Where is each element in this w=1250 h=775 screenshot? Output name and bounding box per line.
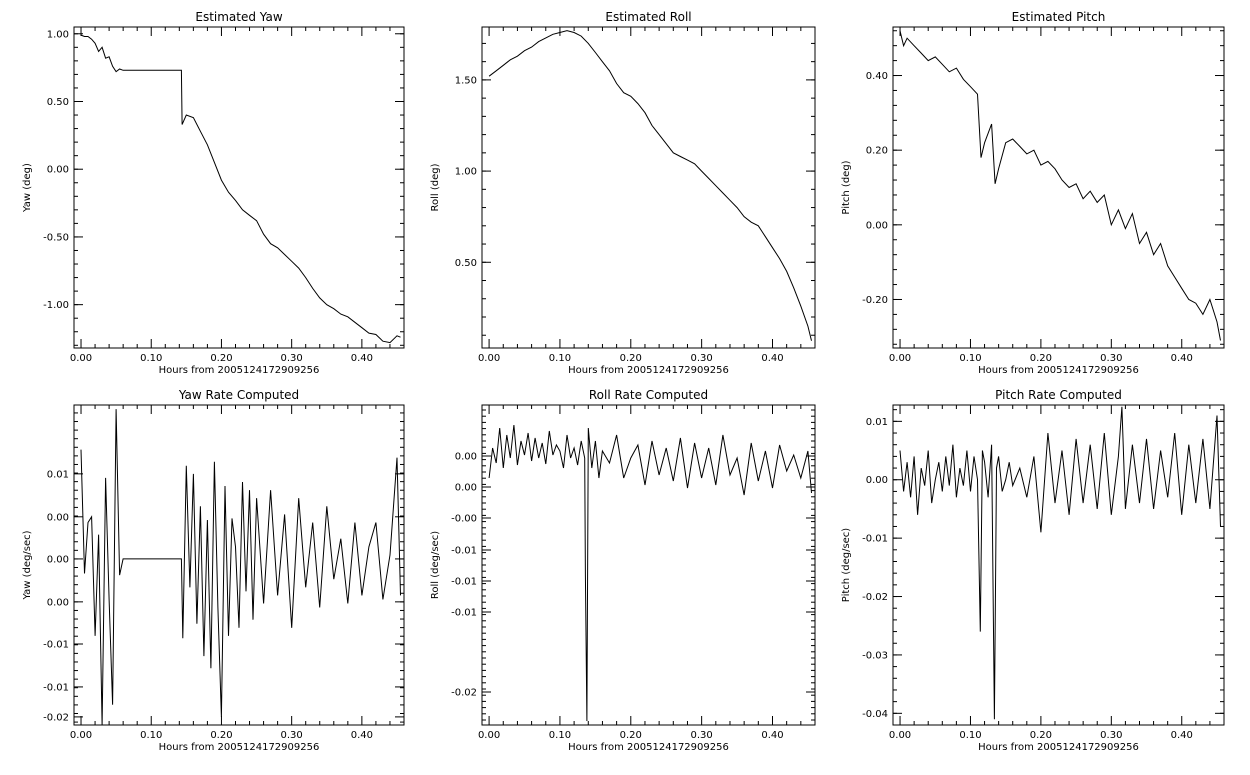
x-tick-label: 0.00 [478, 730, 500, 741]
y-axis-label: Pitch (deg/sec) [841, 528, 852, 603]
x-tick-label: 0.20 [620, 353, 642, 364]
x-tick-label: 0.30 [691, 730, 713, 741]
x-tick-label: 0.10 [549, 353, 571, 364]
y-tick-label: 0.00 [866, 475, 888, 486]
x-tick-label: 0.20 [620, 730, 642, 741]
x-axis-label: Hours from 2005124172909256 [159, 742, 320, 753]
chart-panel: Estimated Yaw 0.00 0.10 0.20 0.30 0.40 1.00 0.5… [22, 10, 405, 376]
series-line [80, 34, 401, 344]
y-tick-label: 0.01 [866, 417, 888, 428]
x-tick-label: 0.40 [351, 353, 373, 364]
y-tick-label: 1.00 [47, 29, 69, 40]
y-tick-label: 0.00 [455, 483, 477, 494]
series-line [488, 30, 812, 341]
plot-frame [481, 26, 816, 349]
y-tick-label: -0.50 [43, 232, 69, 243]
x-axis-label: Hours from 2005124172909256 [568, 365, 729, 376]
chart-title: Estimated Yaw [195, 10, 282, 24]
chart-panel: Yaw Rate Computed 0.00 0.10 0.20 0.30 0.40 0.0… [22, 388, 405, 753]
x-tick-label: 0.20 [1030, 353, 1052, 364]
x-axis-label: Hours from 2005124172909256 [159, 365, 320, 376]
y-tick-label: 1.00 [455, 167, 477, 178]
x-tick-label: 0.10 [549, 730, 571, 741]
y-axis-label: Roll (deg) [430, 163, 441, 211]
x-tick-label: 0.10 [959, 353, 981, 364]
y-tick-label: -0.20 [862, 295, 888, 306]
x-tick-label: 0.20 [210, 730, 232, 741]
y-tick-label: 0.00 [866, 220, 888, 231]
y-axis-label: Roll (deg/sec) [430, 531, 441, 599]
y-tick-label: -0.04 [862, 709, 888, 720]
x-tick-label: 0.10 [140, 730, 162, 741]
x-tick-label: 0.40 [761, 353, 783, 364]
y-tick-label: 0.00 [47, 597, 69, 608]
x-tick-label: 0.10 [140, 353, 162, 364]
x-axis-label: Hours from 2005124172909256 [568, 742, 729, 753]
x-tick-label: 0.00 [889, 730, 911, 741]
x-tick-label: 0.10 [959, 730, 981, 741]
y-tick-label: -1.00 [43, 300, 69, 311]
series-line [80, 409, 401, 726]
y-tick-label: -0.01 [43, 682, 69, 693]
plot-frame [892, 26, 1225, 349]
y-axis-label: Yaw (deg) [22, 163, 33, 213]
series-line [899, 30, 1221, 341]
chart-title: Pitch Rate Computed [995, 388, 1122, 402]
chart-title: Estimated Pitch [1012, 10, 1106, 24]
x-tick-label: 0.00 [70, 353, 92, 364]
series-line [899, 406, 1221, 720]
x-tick-label: 0.40 [1171, 730, 1193, 741]
y-axis-label: Pitch (deg) [841, 160, 852, 214]
x-tick-label: 0.40 [1171, 353, 1193, 364]
x-tick-label: 0.30 [281, 730, 303, 741]
plot-frame [73, 404, 405, 726]
x-tick-label: 0.40 [351, 730, 373, 741]
y-tick-label: 0.00 [455, 452, 477, 463]
x-tick-label: 0.40 [761, 730, 783, 741]
x-tick-label: 0.00 [889, 353, 911, 364]
plot-frame [73, 26, 405, 349]
y-axis-label: Yaw (deg/sec) [22, 530, 33, 600]
y-tick-label: 0.50 [455, 258, 477, 269]
x-tick-label: 0.30 [1100, 353, 1122, 364]
y-tick-label: -0.01 [451, 577, 477, 588]
chart-title: Estimated Roll [605, 10, 691, 24]
x-tick-label: 0.20 [210, 353, 232, 364]
y-tick-label: -0.01 [862, 534, 888, 545]
y-tick-label: -0.01 [451, 608, 477, 619]
y-tick-label: -0.00 [451, 514, 477, 525]
x-tick-label: 0.00 [478, 353, 500, 364]
x-tick-label: 0.30 [1100, 730, 1122, 741]
y-tick-label: -0.02 [451, 688, 477, 699]
y-tick-label: -0.02 [862, 592, 888, 603]
y-tick-label: 1.50 [455, 75, 477, 86]
x-tick-label: 0.00 [70, 730, 92, 741]
y-tick-label: -0.02 [43, 712, 69, 723]
chart-panel: Estimated Roll 0.00 0.10 0.20 0.30 0.40 1.50 1.… [430, 10, 816, 376]
x-axis-label: Hours from 2005124172909256 [978, 742, 1139, 753]
chart-panel: Estimated Pitch 0.00 0.10 0.20 0.30 0.40 0.40 0… [841, 10, 1225, 376]
chart-panel: Pitch Rate Computed 0.00 0.10 0.20 0.30 0.40 0… [841, 388, 1225, 753]
y-tick-label: 0.00 [47, 512, 69, 523]
x-tick-label: 0.20 [1030, 730, 1052, 741]
y-tick-label: -0.01 [43, 639, 69, 650]
series-line [488, 424, 812, 722]
y-tick-label: 0.50 [47, 97, 69, 108]
y-tick-label: 0.01 [47, 469, 69, 480]
y-tick-label: -0.01 [451, 546, 477, 557]
y-tick-label: 0.00 [47, 165, 69, 176]
x-axis-label: Hours from 2005124172909256 [978, 365, 1139, 376]
y-tick-label: 0.00 [47, 554, 69, 565]
y-tick-label: -0.03 [862, 650, 888, 661]
chart-panel: Roll Rate Computed 0.00 0.10 0.20 0.30 0.40 0.… [430, 388, 816, 753]
plot-frame [892, 404, 1225, 726]
chart-title: Yaw Rate Computed [178, 388, 299, 402]
x-tick-label: 0.30 [281, 353, 303, 364]
y-tick-label: 0.20 [866, 146, 888, 157]
chart-title: Roll Rate Computed [589, 388, 708, 402]
y-tick-label: 0.40 [866, 71, 888, 82]
x-tick-label: 0.30 [691, 353, 713, 364]
